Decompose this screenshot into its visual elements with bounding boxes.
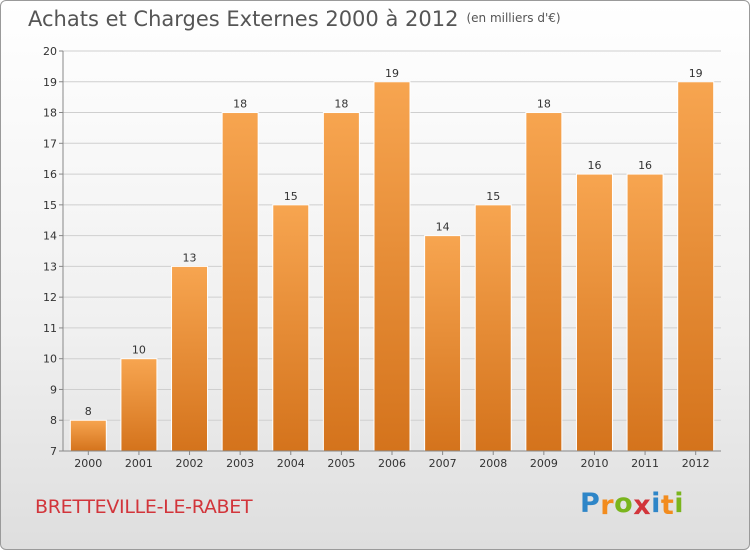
axes: 7 8 9 10 11 12 13 14 15 16 17 18 19 20 2000 2001 2002 200… [43,45,721,470]
bar-2010 [575,173,613,452]
x-tick-label: 2000 [74,457,102,470]
logo-letter: P [580,488,601,519]
bar-2007 [424,235,462,452]
logo-letter: t [660,490,675,521]
x-tick-label: 2004 [277,457,305,470]
bar-value-labels: 8 10 13 18 15 18 19 14 15 18 16 16 19 [85,67,703,418]
logo-letter: x [633,490,652,521]
bar-value-label: 18 [334,98,348,111]
bar-value-label: 16 [638,159,652,172]
bar-value-label: 8 [85,405,92,418]
y-tick-label: 12 [43,291,57,304]
bar-2009 [525,112,563,452]
bar-value-label: 19 [385,67,399,80]
bar-2002 [171,265,209,452]
bar-value-label: 14 [436,221,450,234]
x-tick-label: 2010 [580,457,608,470]
bars [69,81,715,452]
x-tick-label: 2003 [226,457,254,470]
logo-letter: r [600,490,615,521]
x-tick-label: 2002 [176,457,204,470]
y-tick-label: 17 [43,137,57,150]
x-tick-label: 2006 [378,457,406,470]
bar-value-label: 13 [183,251,197,264]
bar-2011 [626,173,664,452]
proxiti-logo: Proxiti [580,488,685,521]
y-tick-label: 14 [43,230,57,243]
x-tick-label: 2008 [479,457,507,470]
chart-title: Achats et Charges Externes 2000 à 2012 (e… [28,7,561,31]
y-tick-label: 18 [43,107,57,120]
x-tick-label: 2012 [682,457,710,470]
bar-2012 [677,81,715,452]
chart-title-text: Achats et Charges Externes 2000 à 2012 [28,7,459,31]
logo-letter: i [674,488,685,519]
y-tick-label: 8 [50,414,57,427]
bar-value-label: 18 [537,98,551,111]
bar-2004 [272,204,310,452]
bar-value-label: 16 [587,159,601,172]
commune-name: BRETTEVILLE-LE-RABET [35,496,253,518]
x-tick-label: 2005 [327,457,355,470]
bar-2008 [474,204,512,452]
y-tick-label: 7 [50,445,57,458]
bar-2006 [373,81,411,452]
x-tick-label: 2009 [530,457,558,470]
y-tick-label: 19 [43,76,57,89]
y-tick-label: 16 [43,168,57,181]
logo-letter: i [651,488,661,519]
y-tick-label: 15 [43,199,57,212]
bar-value-label: 15 [486,190,500,203]
x-tick-label: 2001 [125,457,153,470]
bar-2000 [69,419,107,452]
chart-unit: (en milliers d'€) [466,11,561,25]
x-tick-label: 2007 [429,457,457,470]
y-tick-label: 20 [43,45,57,58]
bar-value-label: 15 [284,190,298,203]
bar-2003 [221,112,259,452]
x-tick-label: 2011 [631,457,659,470]
bar-value-label: 10 [132,344,146,357]
bar-value-label: 19 [689,67,703,80]
y-tick-label: 9 [50,383,57,396]
y-tick-label: 11 [43,322,57,335]
y-tick-label: 13 [43,260,57,273]
bar-2001 [120,358,158,452]
bar-value-label: 18 [233,98,247,111]
logo-letter: o [614,488,634,519]
bar-2005 [322,112,360,452]
y-tick-label: 10 [43,353,57,366]
